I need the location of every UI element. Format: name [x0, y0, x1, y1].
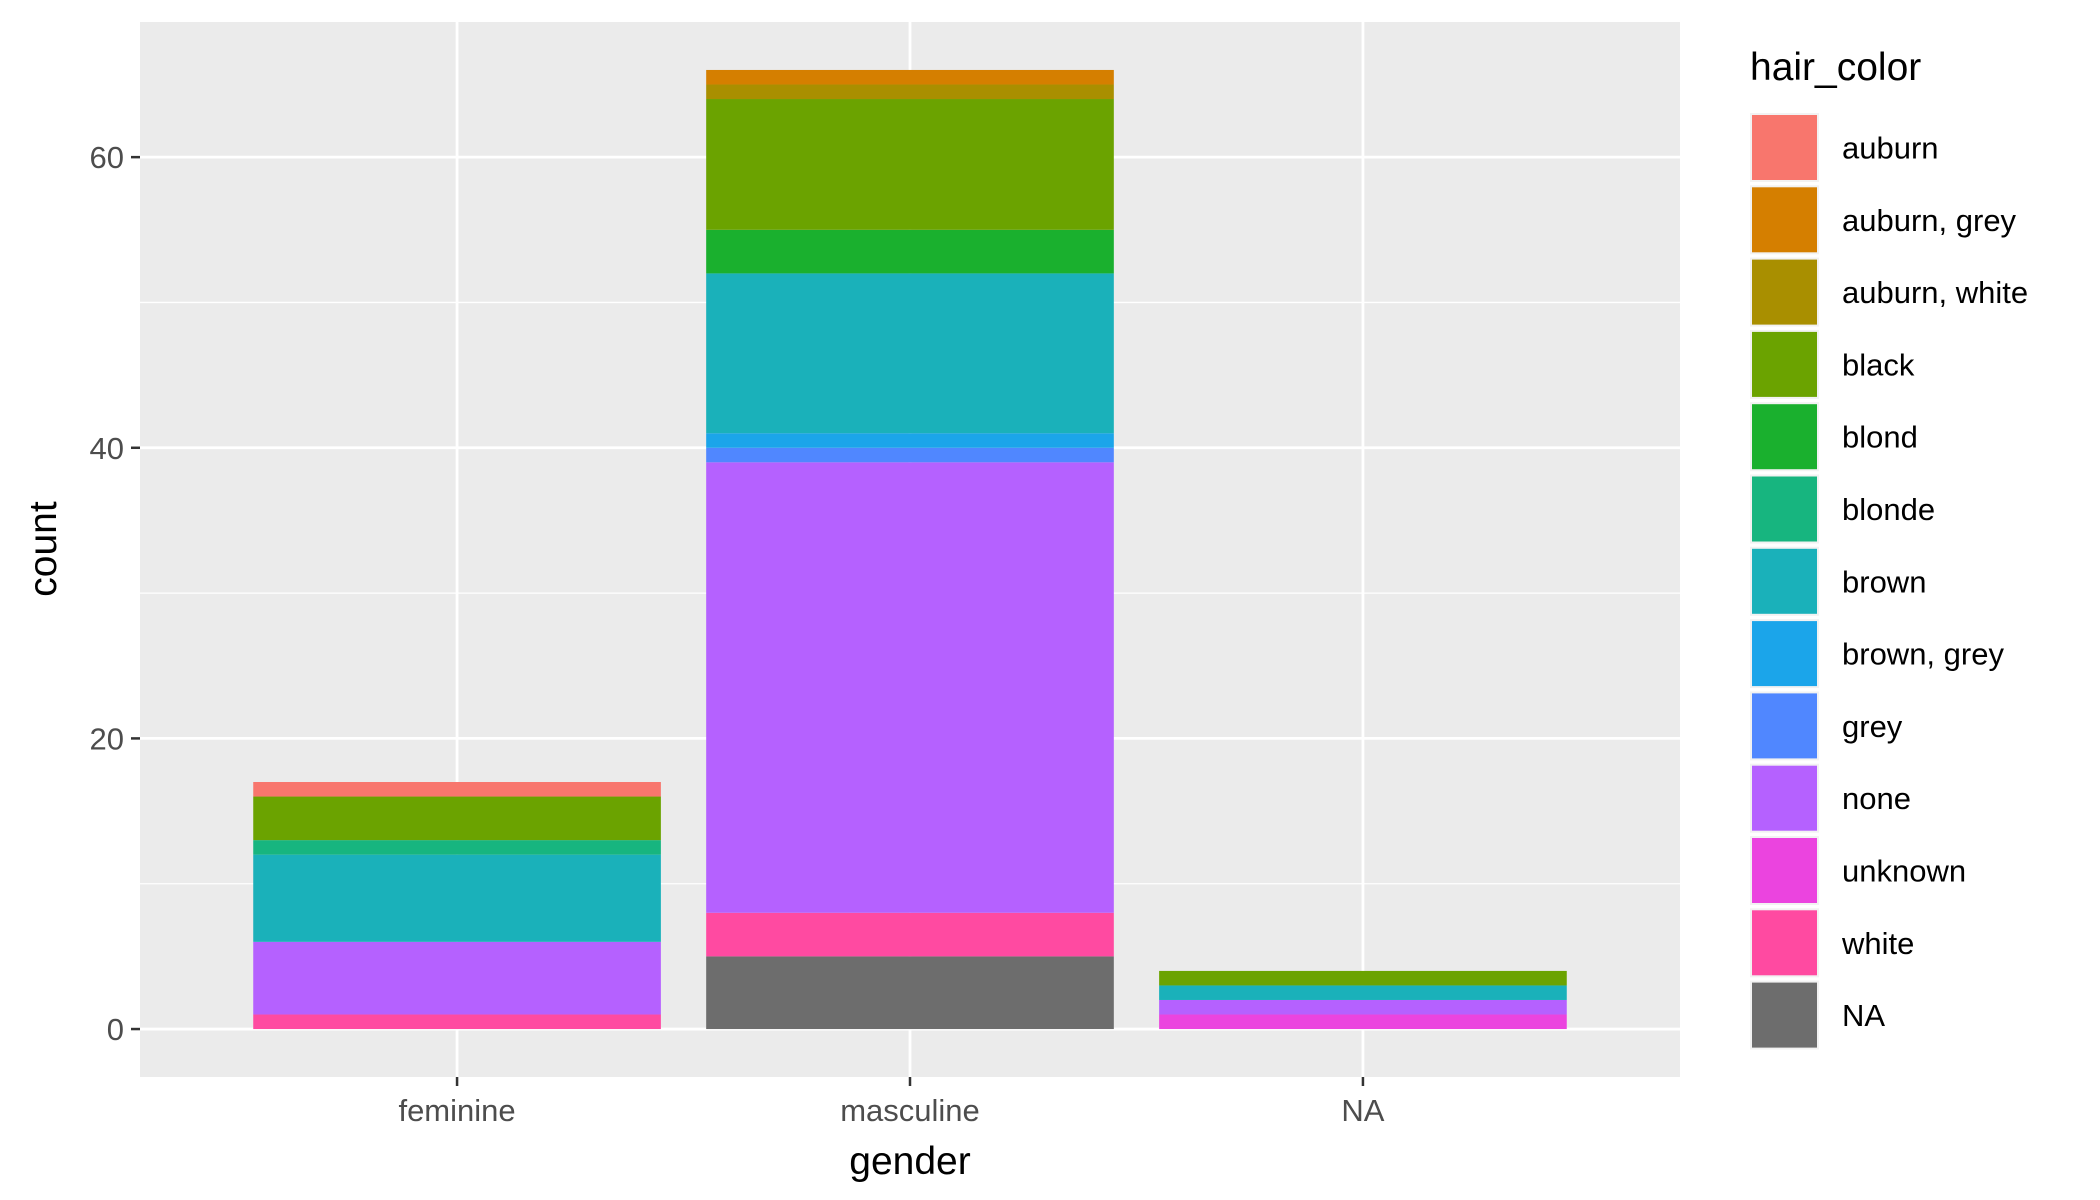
- x-axis: feminine masculine NA: [398, 1077, 1385, 1128]
- y-tick-label: 20: [90, 721, 124, 756]
- legend: hair_color auburn auburn, grey auburn, whi…: [1750, 46, 2028, 1050]
- x-axis-title: gender: [849, 1140, 970, 1183]
- legend-title: hair_color: [1750, 46, 1921, 89]
- legend-label: blond: [1842, 420, 1918, 455]
- legend-swatch: [1752, 982, 1817, 1048]
- legend-swatch: [1752, 187, 1817, 253]
- legend-label: black: [1842, 347, 1915, 382]
- bar-segment: [1159, 999, 1567, 1015]
- bar-segment: [1159, 985, 1567, 1000]
- legend-swatch: [1752, 548, 1817, 614]
- legend-label: blonde: [1842, 492, 1935, 527]
- bar-segment: [253, 941, 661, 1015]
- legend-label: brown, grey: [1842, 637, 2004, 672]
- legend-label: unknown: [1842, 854, 1966, 889]
- bar-segment: [706, 99, 1114, 230]
- bars: [253, 69, 1567, 1030]
- legend-swatch: [1752, 838, 1817, 903]
- legend-swatch: [1752, 259, 1817, 325]
- x-tick-label: NA: [1341, 1093, 1384, 1128]
- y-axis: 0 20 40 60: [90, 140, 140, 1047]
- x-tick-label: masculine: [840, 1093, 980, 1128]
- bar-segment: [706, 912, 1114, 957]
- legend-label: white: [1841, 926, 1914, 961]
- bar-segment: [706, 229, 1114, 274]
- legend-label: auburn: [1842, 131, 1939, 166]
- legend-label: grey: [1842, 709, 1903, 744]
- legend-swatch: [1752, 910, 1817, 976]
- bar-segment: [1159, 1014, 1567, 1030]
- bar-segment: [253, 796, 661, 841]
- legend-label: none: [1842, 781, 1911, 816]
- bar-segment: [253, 840, 661, 855]
- bar-segment: [1159, 970, 1567, 986]
- y-tick-label: 40: [90, 431, 124, 466]
- y-tick-label: 60: [90, 140, 124, 175]
- legend-swatch: [1752, 115, 1817, 180]
- bar-segment: [706, 462, 1114, 913]
- bar-segment: [253, 782, 661, 797]
- bar-segment: [253, 1014, 661, 1030]
- legend-label: auburn, white: [1842, 275, 2028, 310]
- legend-swatch: [1752, 693, 1817, 759]
- legend-swatch: [1752, 765, 1817, 831]
- bar-segment: [253, 854, 661, 942]
- y-tick-label: 0: [107, 1012, 124, 1047]
- legend-swatch: [1752, 621, 1817, 687]
- bar-segment: [706, 447, 1114, 463]
- bar-segment: [706, 84, 1114, 100]
- legend-label: brown: [1842, 564, 1926, 599]
- y-axis-title: count: [22, 501, 65, 597]
- bar-segment: [706, 69, 1114, 85]
- x-tick-label: feminine: [398, 1093, 515, 1128]
- legend-swatch: [1752, 331, 1817, 397]
- legend-swatch: [1752, 404, 1817, 470]
- bar-segment: [706, 273, 1114, 434]
- bar-segment: [706, 956, 1114, 1030]
- legend-label: NA: [1842, 998, 1885, 1033]
- legend-swatch: [1752, 476, 1817, 542]
- bar-segment: [706, 433, 1114, 448]
- legend-label: auburn, grey: [1842, 203, 2017, 238]
